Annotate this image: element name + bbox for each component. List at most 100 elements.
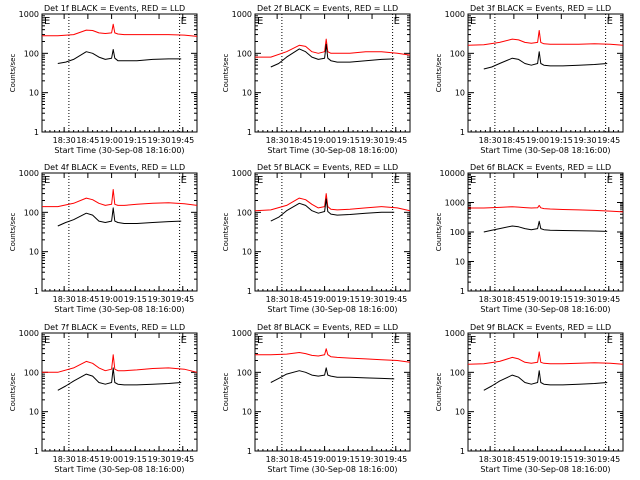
x-tick-label: 19:00 bbox=[100, 136, 123, 145]
event-marker-label: E bbox=[257, 175, 263, 186]
panel-title: Det 1f BLACK = Events, RED = LLD bbox=[44, 4, 185, 13]
x-tick-label: 19:45 bbox=[171, 136, 194, 145]
x-tick-label: 19:00 bbox=[100, 455, 123, 464]
y-tick-label: 100 bbox=[237, 368, 252, 377]
lld-series-line bbox=[42, 354, 198, 373]
x-tick-label: 18:45 bbox=[76, 136, 99, 145]
x-tick-label: 19:30 bbox=[574, 136, 597, 145]
lld-series-line bbox=[255, 348, 411, 363]
lld-series-line bbox=[467, 351, 624, 365]
plot-frame bbox=[41, 13, 198, 133]
x-tick-label: 19:30 bbox=[361, 136, 384, 145]
x-axis-label: Start Time (30-Sep-08 18:16:00) bbox=[267, 305, 397, 314]
panel-title: Det 8f BLACK = Events, RED = LLD bbox=[257, 323, 398, 332]
y-tick-label: 100 bbox=[450, 368, 465, 377]
x-axis-label: Start Time (30-Sep-08 18:16:00) bbox=[480, 465, 610, 474]
x-tick-label: 18:45 bbox=[76, 455, 99, 464]
x-tick-label: 19:15 bbox=[124, 455, 147, 464]
x-tick-label: 19:30 bbox=[574, 295, 597, 304]
x-tick-label: 19:15 bbox=[550, 455, 573, 464]
x-tick-label: 18:30 bbox=[53, 455, 76, 464]
events-series-line bbox=[57, 49, 182, 64]
events-series-line bbox=[270, 367, 395, 383]
event-marker-label: E bbox=[44, 16, 50, 27]
y-tick-label: 1 bbox=[34, 128, 39, 137]
x-tick-label: 19:45 bbox=[597, 295, 620, 304]
chart-panel-7: Det 7f BLACK = Events, RED = LLD E E 1 10 100… bbox=[9, 323, 198, 474]
y-axis-label: Counts/sec bbox=[222, 54, 230, 93]
plot-frame bbox=[467, 13, 624, 133]
x-tick-label: 19:00 bbox=[313, 455, 336, 464]
y-axis-label: Counts/sec bbox=[9, 373, 17, 412]
y-tick-label: 10 bbox=[242, 89, 252, 98]
x-tick-label: 19:45 bbox=[597, 455, 620, 464]
event-marker-label: E bbox=[181, 335, 187, 346]
x-tick-label: 19:30 bbox=[148, 136, 171, 145]
event-marker-label: E bbox=[470, 335, 476, 346]
x-tick-label: 18:30 bbox=[479, 295, 502, 304]
event-marker-label: E bbox=[607, 335, 613, 346]
x-tick-label: 19:45 bbox=[384, 455, 407, 464]
y-tick-label: 1 bbox=[247, 128, 252, 137]
y-axis-label: Counts/sec bbox=[222, 213, 230, 252]
y-tick-label: 1000 bbox=[19, 169, 39, 178]
y-tick-label: 1 bbox=[460, 447, 465, 456]
x-tick-label: 18:30 bbox=[53, 295, 76, 304]
x-tick-label: 19:45 bbox=[384, 136, 407, 145]
x-axis-label: Start Time (30-Sep-08 18:16:00) bbox=[480, 146, 610, 155]
x-tick-label: 18:30 bbox=[266, 136, 289, 145]
x-tick-label: 18:30 bbox=[53, 136, 76, 145]
plot-frame bbox=[254, 172, 411, 292]
event-marker-label: E bbox=[181, 175, 187, 186]
chart-panel-5: Det 5f BLACK = Events, RED = LLD E E 1 10 100… bbox=[222, 163, 411, 314]
lld-series-line bbox=[255, 38, 411, 58]
y-tick-label: 1000 bbox=[232, 10, 252, 19]
y-tick-label: 1 bbox=[34, 447, 39, 456]
event-marker-label: E bbox=[44, 335, 50, 346]
plot-frame bbox=[41, 332, 198, 452]
y-tick-label: 1000 bbox=[445, 329, 465, 338]
y-axis-label: Counts/sec bbox=[435, 54, 443, 93]
event-marker-label: E bbox=[257, 16, 263, 27]
x-tick-label: 19:30 bbox=[148, 295, 171, 304]
x-tick-label: 18:45 bbox=[502, 295, 525, 304]
x-tick-label: 18:45 bbox=[289, 295, 312, 304]
plot-frame bbox=[467, 332, 624, 452]
x-axis-label: Start Time (30-Sep-08 18:16:00) bbox=[54, 146, 184, 155]
x-tick-label: 19:45 bbox=[171, 295, 194, 304]
y-tick-label: 1 bbox=[34, 287, 39, 296]
x-axis-label: Start Time (30-Sep-08 18:16:00) bbox=[54, 305, 184, 314]
x-tick-label: 18:45 bbox=[76, 295, 99, 304]
panel-title: Det 9f BLACK = Events, RED = LLD bbox=[470, 323, 611, 332]
chart-panel-8: Det 8f BLACK = Events, RED = LLD E E 1 10 100… bbox=[222, 323, 411, 474]
y-tick-label: 10 bbox=[242, 248, 252, 257]
y-tick-label: 1000 bbox=[445, 10, 465, 19]
y-tick-label: 1000 bbox=[19, 329, 39, 338]
x-tick-label: 19:00 bbox=[526, 455, 549, 464]
chart-panel-2: Det 2f BLACK = Events, RED = LLD E E 1 10 100… bbox=[222, 4, 411, 155]
x-tick-label: 18:45 bbox=[502, 455, 525, 464]
x-tick-label: 19:30 bbox=[361, 455, 384, 464]
y-tick-label: 10 bbox=[29, 408, 39, 417]
x-axis-label: Start Time (30-Sep-08 18:16:00) bbox=[480, 305, 610, 314]
x-axis-label: Start Time (30-Sep-08 18:16:00) bbox=[267, 465, 397, 474]
event-marker-label: E bbox=[470, 175, 476, 186]
events-series-line bbox=[270, 43, 395, 68]
x-tick-label: 18:45 bbox=[289, 136, 312, 145]
x-tick-label: 19:15 bbox=[550, 295, 573, 304]
x-tick-label: 19:15 bbox=[124, 136, 147, 145]
events-series-line bbox=[57, 367, 182, 391]
x-tick-label: 19:45 bbox=[597, 136, 620, 145]
event-marker-label: E bbox=[394, 335, 400, 346]
plot-frame bbox=[254, 332, 411, 452]
y-tick-label: 1 bbox=[460, 128, 465, 137]
x-axis-label: Start Time (30-Sep-08 18:16:00) bbox=[267, 146, 397, 155]
chart-panel-9: Det 9f BLACK = Events, RED = LLD E E 1 10 100… bbox=[435, 323, 624, 474]
event-marker-label: E bbox=[257, 335, 263, 346]
x-tick-label: 19:00 bbox=[313, 136, 336, 145]
y-tick-label: 1 bbox=[460, 287, 465, 296]
chart-panel-3: Det 3f BLACK = Events, RED = LLD E E 1 10 100… bbox=[435, 4, 624, 155]
x-tick-label: 18:30 bbox=[479, 455, 502, 464]
plot-frame bbox=[467, 172, 624, 292]
y-tick-label: 1 bbox=[247, 447, 252, 456]
